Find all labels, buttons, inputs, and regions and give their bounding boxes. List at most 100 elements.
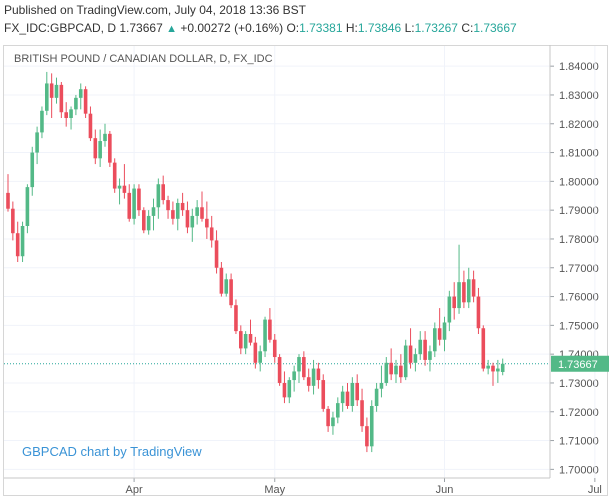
candle-body bbox=[316, 368, 321, 381]
candle-body bbox=[268, 319, 272, 340]
candle-body bbox=[369, 406, 374, 447]
watermark: GBPCAD chart by TradingView bbox=[22, 444, 202, 459]
candle-body bbox=[40, 110, 44, 133]
candle-body bbox=[374, 388, 379, 406]
candle-body bbox=[452, 296, 456, 309]
y-tick-label: 1.77000 bbox=[559, 263, 599, 275]
y-tick-label: 1.78000 bbox=[559, 234, 599, 246]
candle-body bbox=[496, 368, 500, 372]
candle-body bbox=[6, 192, 10, 209]
symbol-quote-line: FX_IDC:GBPCAD, D 1.73667 ▲ +0.00272 (+0.… bbox=[4, 21, 517, 35]
candle-body bbox=[117, 185, 122, 189]
close-value: 1.73667 bbox=[473, 21, 517, 35]
chart-title: BRITISH POUND / CANADIAN DOLLAR, D, FX_I… bbox=[14, 53, 273, 65]
y-tick-label: 1.79000 bbox=[559, 205, 599, 217]
candle-body bbox=[49, 83, 54, 98]
candle-body bbox=[389, 362, 393, 375]
candle-body bbox=[292, 371, 296, 381]
candle-body bbox=[447, 296, 452, 323]
candle-body bbox=[142, 210, 146, 231]
candle-body bbox=[408, 345, 413, 363]
candle-body bbox=[336, 403, 340, 418]
y-tick-label: 1.76000 bbox=[559, 292, 599, 304]
candle-body bbox=[355, 382, 359, 401]
candle-body bbox=[59, 84, 64, 113]
candle-body bbox=[200, 207, 204, 219]
last-price-label-bg bbox=[551, 355, 609, 372]
y-tick-label: 1.81000 bbox=[559, 148, 599, 160]
candle-body bbox=[108, 133, 112, 163]
candle-body bbox=[394, 365, 398, 375]
candle-body bbox=[428, 351, 432, 360]
chart-frame bbox=[3, 45, 608, 496]
y-tick-label: 1.83000 bbox=[559, 90, 599, 102]
low-label: L: bbox=[404, 21, 415, 35]
candle-body bbox=[272, 339, 277, 358]
candle-body bbox=[190, 215, 195, 228]
candle-body bbox=[214, 240, 219, 268]
low-value: 1.73267 bbox=[414, 21, 458, 35]
candle-body bbox=[64, 112, 68, 118]
candle-body bbox=[219, 267, 224, 294]
candle-body bbox=[263, 319, 267, 352]
chart-header: Published on TradingView.com, July 04, 2… bbox=[0, 0, 611, 45]
y-tick-label: 1.71000 bbox=[559, 436, 599, 448]
candle-body bbox=[45, 83, 49, 111]
candle-body bbox=[442, 322, 447, 340]
candle-body bbox=[423, 339, 427, 360]
candle-body bbox=[137, 188, 141, 211]
candle-body bbox=[122, 185, 127, 193]
y-tick-label: 1.72000 bbox=[559, 407, 599, 419]
candle-body bbox=[103, 133, 107, 142]
candle-body bbox=[25, 187, 30, 226]
last-price: 1.73667 bbox=[119, 21, 163, 35]
up-arrow-icon: ▲ bbox=[166, 23, 177, 35]
candle-body bbox=[224, 279, 229, 294]
y-tick-label: 1.84000 bbox=[559, 61, 599, 73]
candle-body bbox=[243, 334, 248, 349]
candle-body bbox=[345, 391, 350, 406]
candle-body bbox=[180, 202, 185, 211]
close-label: C: bbox=[461, 21, 474, 35]
candle-body bbox=[311, 368, 316, 386]
candle-body bbox=[466, 279, 471, 303]
published-text: Published on TradingView.com, July 04, 2… bbox=[4, 3, 306, 17]
open-value: 1.73381 bbox=[299, 21, 343, 35]
candle-body bbox=[234, 305, 238, 332]
y-tick-label: 1.73000 bbox=[559, 378, 599, 390]
candle-body bbox=[166, 200, 170, 211]
candle-body bbox=[403, 345, 408, 378]
candle-body bbox=[248, 334, 253, 343]
candle-body bbox=[11, 208, 15, 234]
candle-body bbox=[127, 192, 132, 219]
candle-body bbox=[132, 188, 136, 219]
candle-body bbox=[326, 408, 330, 427]
y-tick-label: 1.75000 bbox=[559, 320, 599, 332]
candle-body bbox=[15, 233, 20, 257]
symbol-label: FX_IDC:GBPCAD, D bbox=[4, 21, 117, 35]
y-tick-label: 1.80000 bbox=[559, 176, 599, 188]
candle-body bbox=[35, 132, 39, 153]
open-label: O: bbox=[286, 21, 300, 35]
candle-body bbox=[88, 113, 93, 139]
candle-body bbox=[74, 97, 78, 110]
candle-body bbox=[481, 328, 486, 369]
candle-body bbox=[112, 162, 117, 189]
candle-body bbox=[195, 207, 199, 216]
candle-body bbox=[457, 282, 461, 309]
y-tick-label: 1.82000 bbox=[559, 119, 599, 131]
candle-body bbox=[277, 357, 282, 383]
x-tick-label: Jul bbox=[588, 484, 602, 496]
candle-body bbox=[384, 362, 389, 383]
x-tick-label: Jun bbox=[436, 484, 454, 496]
candle-body bbox=[476, 296, 481, 329]
last-price-label: 1.73667 bbox=[558, 359, 598, 371]
candle-body bbox=[306, 377, 311, 386]
candle-body bbox=[287, 380, 292, 398]
candle-body bbox=[258, 351, 262, 363]
candle-body bbox=[239, 331, 243, 349]
candle-body bbox=[413, 354, 418, 363]
candle-body bbox=[156, 184, 161, 208]
candle-body bbox=[171, 210, 175, 219]
